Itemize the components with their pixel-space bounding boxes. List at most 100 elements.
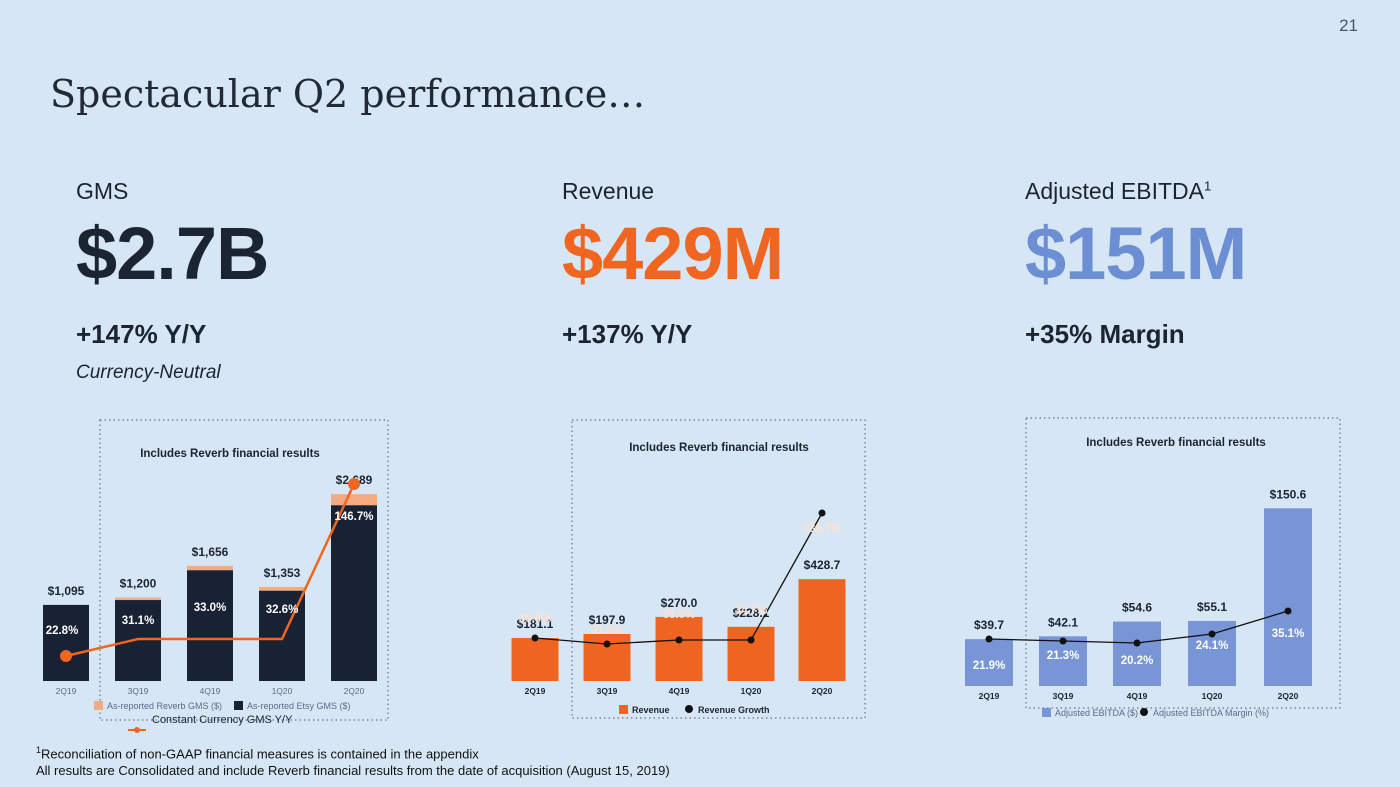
footnote-marker: 1 [1203, 178, 1212, 194]
kpi-note: Currency-Neutral [76, 362, 221, 383]
bar-value-label: $428.7 [804, 558, 841, 572]
bar-value-label: $54.6 [1122, 601, 1152, 615]
bar-2q20-s0 [798, 579, 846, 681]
trend-point [818, 509, 826, 517]
pct-label: 35.0% [663, 609, 696, 621]
category-label: 2Q19 [525, 686, 546, 696]
reverb-frame [99, 419, 389, 721]
category-label: 2Q19 [56, 686, 77, 696]
bar-value-label: $150.6 [1270, 487, 1307, 501]
bar-value-label: $1,656 [192, 545, 229, 559]
category-label: 4Q19 [1127, 691, 1148, 701]
legend-label: As-reported Etsy GMS ($) [247, 701, 351, 711]
chart-title: Includes Reverb financial results [140, 448, 320, 460]
bar-value-label: $1,095 [48, 584, 85, 598]
bar-4q19-s0 [1113, 621, 1161, 686]
footnotes: 1Reconciliation of non-GAAP financial me… [36, 742, 670, 779]
trend-point [603, 640, 611, 648]
kpi-label: Revenue [562, 178, 655, 204]
category-label: 1Q20 [1202, 691, 1223, 701]
kpi-ebitda: Adjusted EBITDA1 $151M +35% Margin [1025, 178, 1400, 350]
footnote-marker: 1 [36, 745, 42, 755]
trend-point [348, 478, 360, 490]
pct-label: 35.1% [1272, 628, 1305, 640]
bar-value-label: $270.0 [661, 596, 698, 610]
pct-label: 32.6% [266, 604, 299, 616]
bar-1q20-s0 [727, 626, 775, 681]
kpi-sub: +147% Y/Y [76, 319, 207, 349]
reverb-frame [1025, 417, 1341, 709]
trend-point [1284, 607, 1292, 615]
revenue-chart: Includes Reverb financial results $181.1 2… [495, 410, 870, 735]
page-number: 21 [1339, 16, 1358, 35]
legend-swatch [1042, 708, 1051, 717]
pct-label: 136.7% [802, 523, 841, 535]
legend-swatch [234, 701, 243, 710]
gms-chart: Includes Reverb financial results $1,095 2… [30, 410, 400, 735]
category-label: 3Q19 [128, 686, 149, 696]
footnote-line-2: All results are Consolidated and include… [36, 763, 670, 779]
pct-label: 21.9% [973, 660, 1006, 672]
trend-point [60, 650, 72, 662]
pct-label: 31.1% [122, 615, 155, 627]
kpi-gms: GMS $2.7B +147% Y/Y Currency-Neutral [76, 178, 456, 384]
category-label: 4Q19 [200, 686, 221, 696]
trend-point [675, 636, 683, 644]
category-label: 2Q20 [344, 686, 365, 696]
bar-2q20-s1 [331, 494, 377, 506]
bar-4q19-s0 [187, 570, 233, 681]
bar-value-label: $55.1 [1197, 600, 1227, 614]
pct-label: 146.7% [334, 511, 373, 523]
pct-label: 22.8% [46, 625, 79, 637]
legend-label: Revenue Growth [698, 705, 770, 715]
bar-2q20-s0 [331, 505, 377, 681]
pct-label: 34.7% [735, 605, 768, 617]
bar-value-label: $39.7 [974, 618, 1004, 632]
ebitda-chart-svg: Includes Reverb financial results $39.7 2Q… [965, 417, 1341, 718]
bar-value-label: $1,353 [264, 566, 301, 580]
kpi-sub: +137% Y/Y [562, 319, 693, 349]
trend-point [1208, 630, 1216, 638]
bar-value-label: $197.9 [589, 613, 626, 627]
category-label: 2Q19 [979, 691, 1000, 701]
kpi-sub: +35% Margin [1025, 319, 1185, 349]
bar-4q19-s1 [187, 565, 233, 571]
bar-value-label: $42.1 [1048, 615, 1078, 629]
trend-line [65, 483, 356, 658]
bar-2q19-s0 [511, 637, 559, 681]
category-label: 3Q19 [597, 686, 618, 696]
legend-label: Adjusted EBITDA ($) [1055, 708, 1138, 718]
pct-label: 36.8% [519, 613, 552, 625]
legend-label: Adjusted EBITDA Margin (%) [1153, 708, 1269, 718]
bar-2q20-s0 [1264, 508, 1312, 686]
pct-label: 31.6% [591, 625, 624, 637]
legend-swatch [685, 705, 693, 713]
trend-point [1059, 637, 1067, 645]
revenue-chart-svg: Includes Reverb financial results $181.1 2… [511, 419, 866, 719]
pct-label: 20.2% [1121, 655, 1154, 667]
legend-swatch [134, 727, 140, 733]
chart-title: Includes Reverb financial results [629, 442, 809, 454]
kpi-revenue: Revenue $429M +137% Y/Y [562, 178, 942, 350]
kpi-value: $2.7B [76, 212, 269, 295]
category-label: 1Q20 [272, 686, 293, 696]
trend-point [1133, 639, 1141, 647]
bar-value-label: $228.1 [733, 606, 770, 620]
chart-title: Includes Reverb financial results [1086, 437, 1266, 449]
bar-2q19-s0 [965, 639, 1013, 686]
kpi-value: $151M [1025, 212, 1247, 295]
bar-3q19-s0 [115, 600, 161, 681]
trend-point [531, 634, 539, 642]
bar-value-label: $1,200 [120, 577, 157, 591]
kpi-label: GMS [76, 178, 129, 204]
trend-point [985, 635, 993, 643]
legend-label: Constant Currency GMS Y/Y [152, 714, 293, 726]
category-label: 2Q20 [812, 686, 833, 696]
gms-chart-svg: Includes Reverb financial results $1,095 2… [43, 419, 389, 733]
legend-swatch [1140, 708, 1148, 716]
pct-label: 21.3% [1047, 650, 1080, 662]
bar-4q19-s0 [655, 616, 703, 681]
bar-1q20-s1 [259, 586, 305, 591]
legend-label: As-reported Reverb GMS ($) [107, 701, 222, 711]
reverb-frame [571, 419, 866, 719]
